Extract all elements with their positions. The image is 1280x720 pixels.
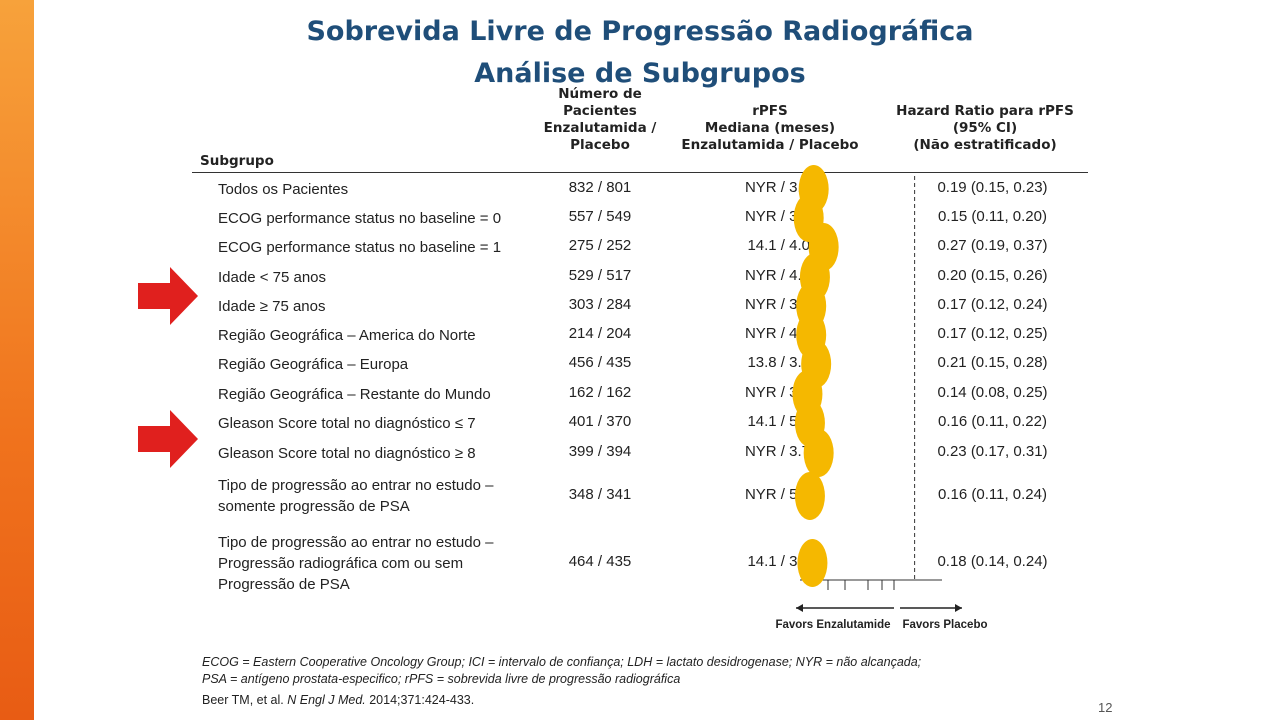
hazard-ratio-value: 0.17 (0.12, 0.25) bbox=[937, 325, 1048, 342]
hazard-ratio-value: 0.27 (0.19, 0.37) bbox=[937, 237, 1048, 254]
side-accent-bar bbox=[0, 0, 34, 720]
patients-count: 348 / 341 bbox=[568, 486, 632, 503]
patients-count: 832 / 801 bbox=[568, 179, 632, 196]
subgroup-label: Tipo de progressão ao entrar no estudo –… bbox=[218, 533, 494, 593]
header-rule bbox=[192, 172, 1088, 173]
subgroup-label: Gleason Score total no diagnóstico ≤ 7 bbox=[218, 414, 476, 432]
patients-count: 214 / 204 bbox=[568, 325, 632, 342]
patients-count: 557 / 549 bbox=[568, 208, 632, 225]
patients-count: 162 / 162 bbox=[568, 384, 632, 401]
hazard-ratio-value: 0.15 (0.11, 0.20) bbox=[938, 208, 1047, 225]
favors-placebo-label: Favors Placebo bbox=[902, 619, 987, 631]
highlight-arrow-age bbox=[138, 267, 198, 325]
rpfs-median: 14.1 / 3.7 bbox=[747, 553, 810, 570]
rpfs-median: NYR / 5.6 bbox=[744, 486, 810, 503]
slide-title: Sobrevida Livre de Progressão Radiográfi… bbox=[306, 16, 974, 47]
favors-enzalutamide-label: Favors Enzalutamide bbox=[775, 619, 890, 631]
hr-marker bbox=[803, 429, 834, 477]
hr-marker bbox=[794, 472, 825, 520]
patients-count: 275 / 252 bbox=[568, 237, 632, 254]
patients-count: 464 / 435 bbox=[568, 553, 632, 570]
rpfs-median: NYR / 4.8 bbox=[744, 325, 810, 342]
rpfs-median: NYR / 3.7 bbox=[744, 208, 810, 225]
hazard-ratio-value: 0.23 (0.17, 0.31) bbox=[937, 443, 1048, 460]
subgroup-label: Todos os Pacientes bbox=[218, 180, 349, 198]
patients-count: 529 / 517 bbox=[568, 267, 632, 284]
rpfs-median: NYR / 3.9 bbox=[744, 179, 810, 196]
rpfs-median: NYR / 4.6 bbox=[744, 267, 810, 284]
hazard-ratio-value: 0.14 (0.08, 0.25) bbox=[937, 384, 1048, 401]
favors-placebo-arrow-head bbox=[955, 604, 962, 612]
patients-count: 303 / 284 bbox=[568, 296, 632, 313]
favors-enzalutamide-arrow-head bbox=[796, 604, 803, 612]
rpfs-median: NYR / 3.7 bbox=[744, 443, 810, 460]
patients-count: 456 / 435 bbox=[568, 354, 632, 371]
header-patients: Número de Pacientes Enzalutamida / Place… bbox=[543, 86, 657, 153]
subgroup-label: Região Geográfica – Europa bbox=[218, 355, 409, 373]
hazard-ratio-value: 0.19 (0.15, 0.23) bbox=[937, 179, 1048, 196]
hazard-ratio-value: 0.17 (0.12, 0.24) bbox=[937, 296, 1048, 313]
patients-count: 401 / 370 bbox=[568, 413, 632, 430]
footnote: ECOG = Eastern Cooperative Oncology Grou… bbox=[202, 655, 922, 686]
header-subgroup: Subgrupo bbox=[200, 153, 274, 169]
header-hazard-ratio: Hazard Ratio para rPFS (95% CI) (Não est… bbox=[896, 103, 1074, 153]
citation: Beer TM, et al. N Engl J Med. 2014;371:4… bbox=[202, 693, 475, 707]
hazard-ratio-value: 0.21 (0.15, 0.28) bbox=[937, 354, 1048, 371]
subgroup-label: Idade < 75 anos bbox=[218, 268, 327, 286]
hazard-ratio-value: 0.20 (0.15, 0.26) bbox=[937, 267, 1048, 284]
subgroup-label: ECOG performance status no baseline = 0 bbox=[218, 209, 502, 227]
rpfs-median: NYR / 3.7 bbox=[744, 296, 810, 313]
header-rpfs: rPFS Mediana (meses) Enzalutamida / Plac… bbox=[681, 103, 859, 153]
page-number: 12 bbox=[1098, 700, 1113, 715]
hazard-ratio-value: 0.16 (0.11, 0.22) bbox=[938, 413, 1047, 430]
rpfs-median: 14.1 / 4.0 bbox=[747, 237, 810, 254]
subgroup-label: Região Geográfica – Restante do Mundo bbox=[218, 385, 491, 403]
subgroup-label: Região Geográfica – America do Norte bbox=[218, 326, 476, 344]
hazard-ratio-value: 0.16 (0.11, 0.24) bbox=[938, 486, 1047, 503]
subgroup-label: Tipo de progressão ao entrar no estudo –… bbox=[218, 477, 494, 515]
subgroup-label: Gleason Score total no diagnóstico ≥ 8 bbox=[218, 444, 476, 462]
highlight-arrow-gleason bbox=[138, 410, 198, 468]
subgroup-label: Idade ≥ 75 anos bbox=[218, 297, 326, 315]
rpfs-median: 13.8 / 3.8 bbox=[747, 354, 810, 371]
hazard-ratio-value: 0.18 (0.14, 0.24) bbox=[937, 553, 1048, 570]
rpfs-median: 14.1 / 5.3 bbox=[747, 413, 810, 430]
slide-subtitle: Análise de Subgrupos bbox=[474, 58, 806, 89]
subgroup-label: ECOG performance status no baseline = 1 bbox=[218, 238, 502, 256]
hr-marker bbox=[797, 539, 828, 587]
patients-count: 399 / 394 bbox=[568, 443, 632, 460]
